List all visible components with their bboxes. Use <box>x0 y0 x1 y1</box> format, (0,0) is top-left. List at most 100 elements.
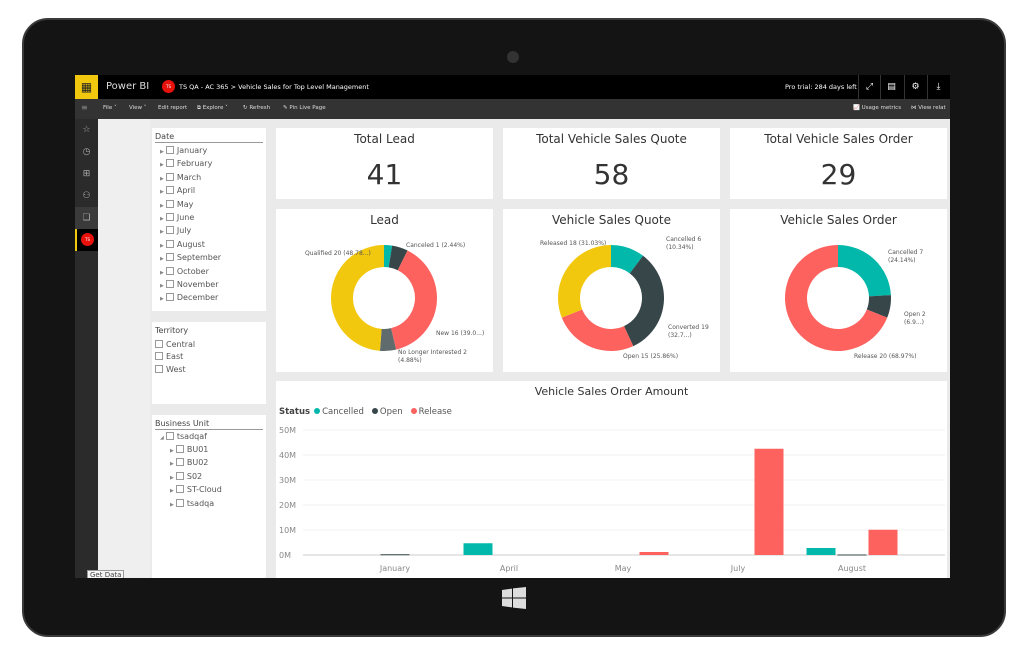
legend-item[interactable]: Cancelled <box>314 407 364 417</box>
checkbox[interactable] <box>175 458 184 467</box>
donut-slice[interactable] <box>561 309 634 351</box>
slicer-item[interactable]: ▶ September <box>160 253 221 262</box>
slicer-item[interactable]: West <box>155 364 186 374</box>
slicer-item[interactable]: ▶ January <box>160 146 207 155</box>
windows-logo-icon[interactable] <box>502 587 526 609</box>
legend-item[interactable]: Release <box>410 407 452 417</box>
checkbox[interactable] <box>165 213 174 221</box>
fullscreen-icon[interactable]: ⤢ <box>858 75 880 99</box>
bar-release-july[interactable] <box>754 448 784 555</box>
workspace-ts[interactable]: TS <box>75 229 98 251</box>
checkbox[interactable] <box>165 159 174 168</box>
bar-cancelled-august[interactable] <box>806 548 836 555</box>
slicer-item-label: October <box>176 266 209 276</box>
slicer-item[interactable]: ▶ tsadqa <box>170 498 214 508</box>
slicer-item[interactable]: ▶ BU01 <box>170 445 208 454</box>
checkbox[interactable] <box>175 445 184 453</box>
bar-cancelled-april[interactable] <box>463 543 493 555</box>
checkbox[interactable] <box>165 293 174 302</box>
slicer-item[interactable]: ▶ March <box>160 172 201 182</box>
slicer-item[interactable]: ▶ February <box>160 159 212 168</box>
slicer-item[interactable]: Central <box>155 340 195 349</box>
donut-slice[interactable] <box>838 245 891 297</box>
slicer-item[interactable]: ▶ October <box>160 266 209 276</box>
usage-metrics-button[interactable]: 📈 Usage metrics <box>853 105 902 111</box>
slicer-item[interactable]: ▶ S02 <box>170 471 202 481</box>
get-data-tooltip: Get Data <box>87 570 125 578</box>
checkbox[interactable] <box>165 146 174 154</box>
checkbox[interactable] <box>165 239 174 248</box>
checkbox[interactable] <box>175 485 184 494</box>
bar-release-may[interactable] <box>639 552 669 555</box>
favorites-star-icon[interactable]: ☆ <box>82 125 91 135</box>
donut-slice[interactable] <box>379 328 397 351</box>
donut-slice[interactable] <box>558 245 611 318</box>
donut-slice[interactable] <box>866 295 891 318</box>
checkbox[interactable] <box>175 498 184 507</box>
checkbox[interactable] <box>175 471 184 480</box>
bar-open-january[interactable] <box>380 554 410 556</box>
bar-chart: 0M 10M 20M 30M 40M 50M January April May July Augu… <box>279 426 945 573</box>
slicer-item[interactable]: ▶ ST-Cloud <box>170 485 222 494</box>
checkbox[interactable] <box>155 352 163 361</box>
menu-icon[interactable]: ≡ <box>81 103 88 112</box>
checkbox[interactable] <box>165 199 174 208</box>
feedback-icon[interactable]: ▤ <box>880 75 902 99</box>
bar-release-august[interactable] <box>868 529 898 555</box>
legend-item[interactable]: Open <box>371 407 403 417</box>
slicer-item[interactable]: ▶ BU02 <box>170 458 208 467</box>
slicer-item[interactable]: ▶ December <box>160 293 218 302</box>
slicer-item-label: September <box>176 253 222 263</box>
slicer-item[interactable]: ▶ August <box>160 239 205 249</box>
date-slicer: Date ▶ January ▶ February ▶ March ▶ April ▶ May ▶ J… <box>152 128 266 311</box>
shared-icon[interactable]: ⚇ <box>82 191 91 201</box>
y-tick-label: 40M <box>279 451 296 460</box>
donut-slice[interactable] <box>624 255 664 347</box>
checkbox[interactable] <box>155 340 163 348</box>
expand-arrow-icon: ▶ <box>160 216 164 222</box>
checkbox[interactable] <box>165 186 174 195</box>
app-launcher-icon[interactable]: ▦ <box>75 75 98 99</box>
slicer-item-label: BU02 <box>186 458 209 468</box>
checkbox[interactable] <box>155 364 163 373</box>
donut-slice[interactable] <box>388 245 408 271</box>
donut-slice[interactable] <box>611 245 644 274</box>
recent-clock-icon[interactable]: ◷ <box>82 147 91 157</box>
checkbox[interactable] <box>165 226 174 235</box>
apps-icon[interactable]: ⊞ <box>82 169 91 179</box>
refresh-button[interactable]: ↻ Refresh <box>243 105 271 111</box>
slice-label: Open 2 (6.9...) <box>904 311 926 326</box>
settings-gear-icon[interactable]: ⚙ <box>904 75 926 99</box>
legend-dot-icon <box>314 408 321 414</box>
slicer-item[interactable]: ▶ June <box>160 213 194 222</box>
edit-report-button[interactable]: Edit report <box>158 105 188 111</box>
download-icon[interactable]: ⤓ <box>927 75 949 99</box>
checkbox[interactable] <box>165 253 174 262</box>
slicer-item-label: August <box>176 239 205 249</box>
view-menu[interactable]: View ˅ <box>129 105 147 111</box>
slicer-item[interactable]: East <box>155 352 183 361</box>
pin-live-page-button[interactable]: ✎ Pin Live Page <box>283 105 326 111</box>
slicer-item[interactable]: ▶ April <box>160 186 195 195</box>
checkbox[interactable] <box>165 280 174 288</box>
explore-menu[interactable]: ⧉ Explore ˅ <box>197 105 228 111</box>
slicer-item[interactable]: ▶ July <box>160 226 191 235</box>
view-related-button[interactable]: ⋈ View relat <box>911 105 946 111</box>
donut-slice[interactable] <box>384 245 393 268</box>
slicer-item[interactable]: ◢ tsadqaf <box>160 432 207 441</box>
expand-arrow-icon: ▶ <box>160 256 164 263</box>
checkbox[interactable] <box>165 266 174 275</box>
slicer-item[interactable]: ▶ November <box>160 280 218 289</box>
donut-slice[interactable] <box>391 250 437 350</box>
workspaces-icon[interactable]: ❏ <box>75 207 98 229</box>
checkbox[interactable] <box>165 172 174 181</box>
x-tick-label: August <box>838 564 866 573</box>
breadcrumb-report[interactable]: Vehicle Sales for Top Level Management <box>238 83 369 91</box>
slicer-item[interactable]: ▶ May <box>160 199 193 209</box>
explore-icon: ⧉ <box>197 105 203 111</box>
donut-slice[interactable] <box>331 245 384 351</box>
breadcrumb-workspace[interactable]: TS QA - AC 365 <box>179 83 229 91</box>
file-menu[interactable]: File ˅ <box>103 105 117 111</box>
donut-slice[interactable] <box>785 245 888 351</box>
bar-open-august[interactable] <box>837 554 867 556</box>
